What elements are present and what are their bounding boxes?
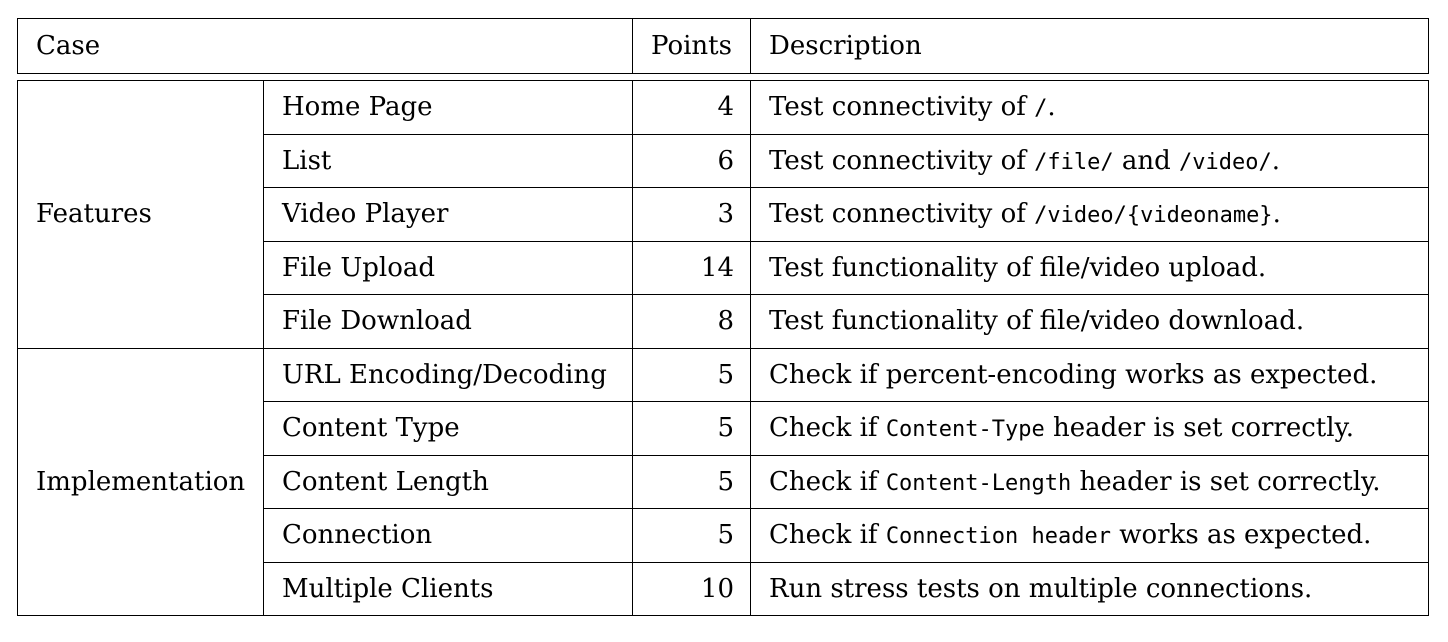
description-text: and <box>1113 145 1180 176</box>
points-value: 8 <box>632 294 751 349</box>
description: Check if Content-Type header is set corr… <box>750 401 1429 456</box>
description-text: Check if <box>769 413 886 444</box>
case-name: Connection <box>263 508 633 563</box>
description-text: . <box>1047 92 1056 123</box>
code-span: Content-Type <box>885 417 1045 443</box>
points-value: 10 <box>632 561 751 616</box>
table-row: List 6 Test connectivity of /file/ and /vi… <box>18 133 1429 188</box>
case-name: File Download <box>263 294 633 349</box>
points-value: 5 <box>632 508 751 563</box>
description-text: header is set correctly. <box>1044 413 1355 444</box>
code-span: /file/ <box>1034 149 1114 175</box>
case-name: Content Type <box>263 401 633 456</box>
description-text: Test connectivity of <box>769 92 1035 123</box>
code-span: Content-Length <box>885 470 1072 496</box>
description: Check if percent-encoding works as expec… <box>750 347 1429 402</box>
table-row: File Upload 14 Test functionality of file/… <box>18 240 1429 295</box>
table-header: Case Points Description <box>17 18 1429 74</box>
header-case: Case <box>17 18 633 74</box>
table-row: Content Length 5 Check if Content-Length h… <box>18 454 1429 509</box>
description-text: works as expected. <box>1110 520 1372 551</box>
description-text: Check if <box>769 466 886 497</box>
table-row: Multiple Clients 10 Run stress tests on mu… <box>18 561 1429 616</box>
points-value: 14 <box>632 240 751 295</box>
description: Check if Content-Length header is set co… <box>750 454 1429 509</box>
points-value: 5 <box>632 454 751 509</box>
description-text: Test functionality of file/video downloa… <box>769 306 1305 337</box>
table-row: File Download 8 Test functionality of file… <box>18 294 1429 349</box>
description-text: Test functionality of file/video upload. <box>769 252 1267 283</box>
header-points: Points <box>632 18 751 74</box>
group-label: Features <box>17 80 264 349</box>
code-span: Connection header <box>885 524 1111 550</box>
table-rows: Features Home Page 4 Test connectivity of /… <box>17 80 1429 616</box>
description-text: . <box>1272 199 1281 230</box>
description: Test connectivity of /. <box>750 80 1429 135</box>
code-span: /video/ <box>1179 149 1272 175</box>
table-row: Implementation URL Encoding/Decoding 5 Chec… <box>17 347 1429 616</box>
code-span: / <box>1034 96 1048 122</box>
case-name: Video Player <box>263 187 633 242</box>
case-name: File Upload <box>263 240 633 295</box>
description-text: Test connectivity of <box>769 145 1035 176</box>
case-name: Home Page <box>263 80 633 135</box>
code-span: /video/{videoname} <box>1034 203 1273 229</box>
description: Run stress tests on multiple connections… <box>750 561 1429 616</box>
table-row: Content Type 5 Check if Content-Type heade… <box>18 401 1429 456</box>
description-text: Run stress tests on multiple connections… <box>769 573 1313 604</box>
table-row: Features Home Page 4 Test connectivity of /… <box>17 80 1429 349</box>
table-row: Connection 5 Check if Connection header wo… <box>18 508 1429 563</box>
description: Test connectivity of /file/ and /video/. <box>750 133 1429 188</box>
description-text: . <box>1271 145 1281 176</box>
group-label: Implementation <box>17 347 264 616</box>
description: Test functionality of file/video downloa… <box>750 294 1429 349</box>
points-value: 5 <box>632 347 751 402</box>
description-text: header is set correctly. <box>1071 466 1381 497</box>
points-value: 6 <box>632 133 751 188</box>
description-text: Check if percent-encoding works as expec… <box>769 359 1378 390</box>
description-text: Test connectivity of <box>769 199 1035 230</box>
points-value: 5 <box>632 401 751 456</box>
description: Test functionality of file/video upload. <box>750 240 1429 295</box>
description: Check if Connection header works as expe… <box>750 508 1429 563</box>
header-row: Case Points Description <box>17 18 1429 74</box>
points-value: 3 <box>632 187 751 242</box>
table-row: Video Player 3 Test connectivity of /video… <box>18 187 1429 242</box>
case-name: List <box>263 133 633 188</box>
header-description: Description <box>750 18 1429 74</box>
table-body: Features Home Page 4 Test connectivity of /… <box>17 80 1429 616</box>
case-name: Multiple Clients <box>263 561 633 616</box>
case-name: URL Encoding/Decoding <box>263 347 633 402</box>
points-value: 4 <box>632 80 751 135</box>
description-text: Check if <box>769 520 886 551</box>
case-name: Content Length <box>263 454 633 509</box>
description: Test connectivity of /video/{videoname}. <box>750 187 1429 242</box>
